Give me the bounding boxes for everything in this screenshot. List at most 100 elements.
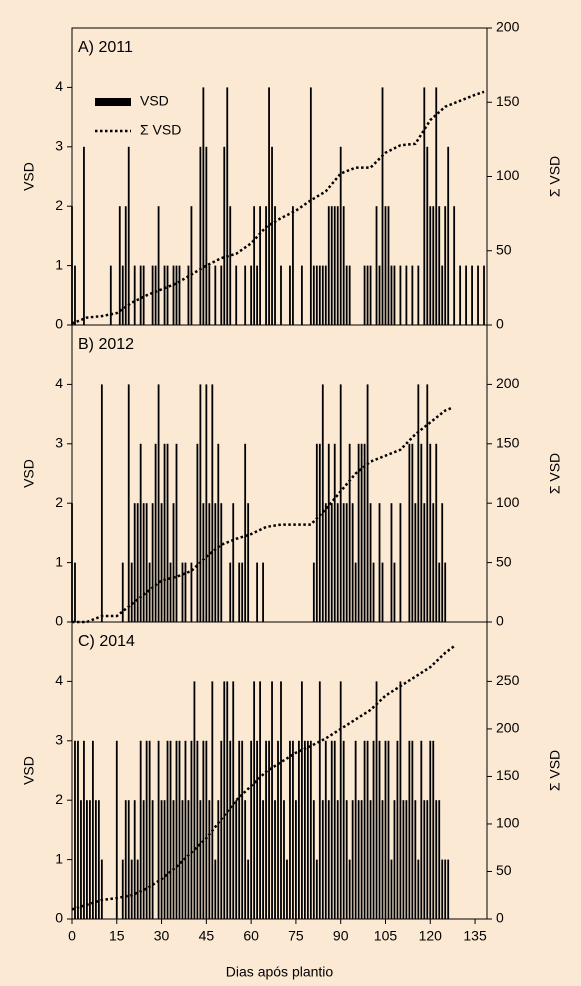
bar [190,562,193,622]
bar [136,859,139,919]
x-tick-label: 0 [68,928,76,944]
bar [369,265,372,325]
x-tick-label: 45 [199,928,215,944]
bar [211,681,214,919]
bar [133,800,136,919]
bar [289,265,291,325]
bar [77,740,79,919]
bar [139,265,142,325]
bar [312,265,315,325]
bar [295,800,297,919]
bar [89,800,91,919]
bar [205,384,208,622]
bar [432,740,435,919]
bar [169,562,172,622]
bar [151,503,154,622]
bar [127,800,130,919]
bar [423,503,426,622]
bar [157,384,160,622]
bar [393,265,396,325]
bar [417,859,420,919]
bar [100,859,103,919]
bar [121,265,124,325]
bar [438,800,441,919]
y-tick-label: 0 [55,613,63,629]
bar [247,503,250,622]
bar [253,206,256,325]
bar [127,384,130,622]
bar [300,681,303,919]
bar [253,681,256,919]
bar [187,265,190,325]
bar [351,503,354,622]
bar [130,562,133,622]
bar [324,265,327,325]
bar [247,859,250,919]
x-tick-label: 30 [154,928,170,944]
bar [363,443,366,622]
bar [309,740,312,919]
bar [381,87,384,326]
bar [429,740,432,919]
bar [345,265,348,325]
bar [229,562,232,622]
y2-tick-label: 0 [496,910,504,926]
bar [333,740,336,919]
bar [175,443,178,622]
x-axis-label: Dias após plantio [226,964,334,980]
bar [130,859,133,919]
bar [426,384,429,622]
bar [151,265,154,325]
y-tick-label: 2 [55,791,63,807]
legend-label: VSD [140,93,169,109]
bar [74,265,76,325]
y2-tick-label: 100 [496,167,520,183]
bar [312,562,315,622]
bar [190,740,193,919]
bar [154,443,157,622]
bar [402,800,405,919]
bar [220,740,223,919]
bar [163,443,166,622]
bar [411,265,414,325]
bar [289,740,291,919]
bar [339,681,342,919]
bar [369,503,372,622]
y-tick-label: 4 [55,672,63,688]
bar [381,562,384,622]
bar [312,800,315,919]
bar [271,146,273,325]
bar [417,265,420,325]
bar [214,265,217,325]
bar [330,206,333,325]
bar [229,206,232,325]
bar [336,503,339,622]
bar [178,265,181,325]
bar [315,265,318,325]
bar [172,800,175,919]
x-tick-label: 120 [419,928,443,944]
y2-tick-label: 50 [496,553,512,569]
bar [223,146,226,325]
bar [157,740,160,919]
bar [354,562,357,622]
bar [259,206,261,325]
bar [360,443,363,622]
bar [318,443,321,622]
bar [74,562,76,622]
bar [148,562,151,622]
cumulative-line [71,645,455,911]
bar [202,87,205,326]
bar [384,740,387,919]
bar [405,800,408,919]
bar [339,146,342,325]
bar [420,443,423,622]
bar [232,681,235,919]
y2-tick-label: 50 [496,241,512,257]
legend-label: Σ VSD [140,122,181,138]
bar [181,800,184,919]
y-tick-label: 2 [55,494,63,510]
bar [393,800,396,919]
